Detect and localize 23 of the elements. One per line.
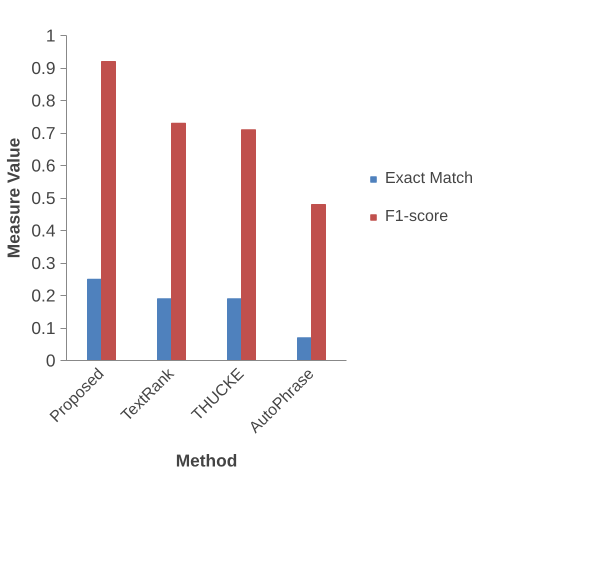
- legend-label: Exact Match: [385, 170, 474, 188]
- x-axis-title: Method: [176, 450, 238, 471]
- bar: [101, 61, 116, 360]
- y-tick-label: 0.3: [31, 253, 56, 273]
- bar: [297, 337, 312, 360]
- legend-label: F1-score: [385, 208, 448, 226]
- bar: [241, 129, 256, 360]
- y-tick-label: 0.8: [31, 90, 56, 110]
- bar: [227, 298, 242, 360]
- y-tick-label: 0.4: [31, 220, 56, 240]
- y-tick-label: 0.9: [31, 58, 56, 78]
- bar: [157, 298, 172, 360]
- y-tick-label: 0.1: [31, 318, 56, 338]
- y-tick-label: 1: [46, 26, 56, 46]
- y-tick-label: 0.5: [31, 188, 56, 208]
- y-tick-label: 0.2: [31, 286, 56, 306]
- y-tick-label: 0.7: [31, 123, 56, 143]
- bar: [171, 122, 186, 360]
- y-tick-label: 0.6: [31, 156, 56, 176]
- bar: [87, 278, 102, 360]
- y-tick-label: 0: [46, 350, 56, 370]
- bar: [311, 204, 326, 360]
- y-axis-title: Measure Value: [3, 137, 24, 258]
